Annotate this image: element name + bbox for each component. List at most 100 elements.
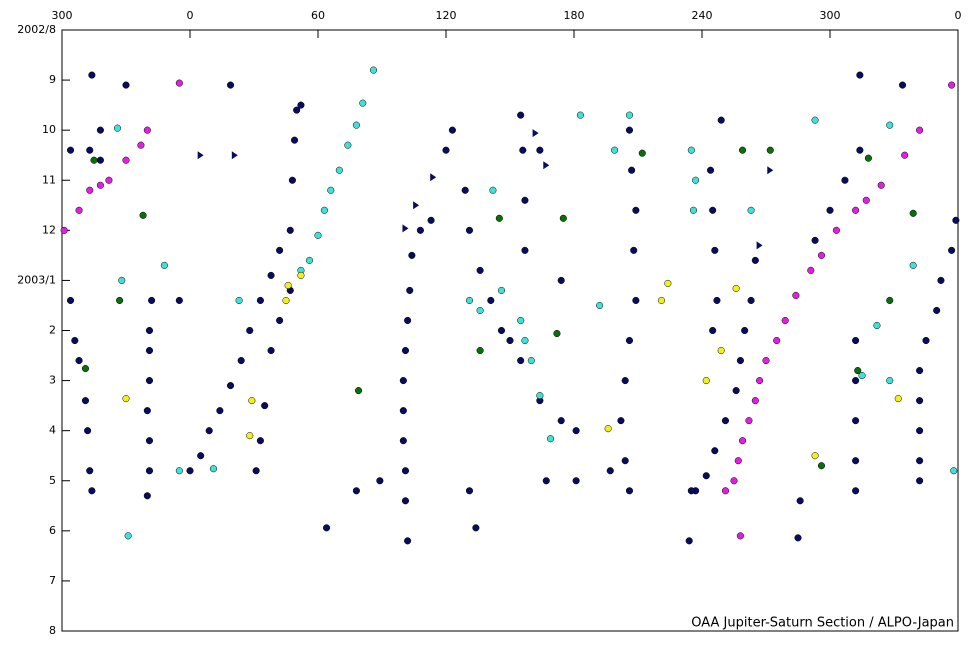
point — [657, 296, 666, 305]
point — [811, 236, 819, 244]
point — [137, 141, 145, 149]
point — [506, 336, 514, 345]
point — [284, 281, 292, 289]
point — [916, 477, 924, 485]
point — [335, 166, 343, 174]
point — [314, 231, 322, 239]
point — [376, 477, 384, 485]
point — [625, 487, 634, 495]
point — [148, 296, 156, 305]
point — [527, 357, 535, 365]
point — [495, 214, 503, 222]
y-tick-label: 2002/8 — [17, 23, 56, 36]
point — [751, 397, 759, 405]
point — [276, 316, 284, 325]
point — [738, 146, 747, 154]
point — [401, 346, 410, 355]
point — [792, 291, 800, 299]
point — [886, 121, 894, 129]
point — [747, 206, 755, 214]
point — [404, 316, 412, 325]
point — [160, 261, 168, 269]
point — [898, 81, 907, 89]
point — [862, 196, 870, 204]
point — [937, 276, 945, 284]
point — [852, 457, 860, 465]
point — [489, 186, 497, 194]
point — [60, 226, 68, 234]
point — [854, 367, 862, 375]
point — [90, 156, 98, 164]
point — [327, 186, 335, 194]
point — [406, 286, 414, 294]
point — [88, 71, 96, 79]
point — [811, 452, 819, 460]
point — [105, 176, 113, 184]
point — [267, 346, 275, 355]
point — [322, 524, 331, 532]
point — [261, 402, 269, 410]
point — [521, 246, 529, 254]
point — [320, 206, 328, 214]
point — [139, 211, 147, 219]
point — [369, 66, 378, 74]
point — [354, 387, 363, 395]
x-tick-label: 300 — [820, 9, 841, 22]
y-tick-label: 11 — [42, 173, 56, 186]
point — [113, 124, 122, 132]
point — [604, 425, 612, 433]
point — [404, 537, 412, 545]
point — [118, 276, 126, 284]
point — [476, 306, 484, 315]
point — [553, 329, 561, 338]
point — [794, 534, 802, 542]
point — [856, 146, 864, 154]
point — [638, 149, 646, 157]
point — [781, 316, 789, 325]
point — [521, 196, 529, 204]
point — [625, 336, 634, 345]
point — [116, 296, 124, 305]
point — [416, 226, 424, 234]
point — [226, 81, 235, 89]
y-tick-label: 8 — [49, 624, 56, 637]
y-tick-label: 7 — [49, 574, 56, 587]
point — [497, 286, 506, 294]
point — [909, 261, 917, 269]
point — [922, 336, 930, 345]
point — [709, 326, 717, 335]
y-tick-label: 9 — [49, 73, 56, 86]
point — [71, 336, 79, 345]
point — [632, 206, 640, 214]
point — [576, 111, 584, 119]
point — [344, 141, 352, 149]
point — [747, 296, 755, 305]
point — [536, 392, 544, 400]
point — [88, 487, 96, 495]
point — [286, 226, 294, 234]
point — [282, 296, 290, 305]
point — [517, 357, 525, 365]
point — [543, 161, 550, 170]
point — [685, 537, 693, 545]
y-tick-label: 6 — [49, 524, 56, 537]
point — [664, 279, 672, 287]
point — [687, 487, 695, 495]
point — [96, 181, 104, 189]
point — [745, 417, 753, 425]
point — [852, 487, 860, 495]
point — [596, 301, 604, 310]
point — [873, 321, 881, 330]
point — [621, 457, 629, 465]
point — [717, 346, 725, 355]
point — [175, 467, 183, 475]
point — [145, 377, 154, 385]
point — [687, 146, 695, 154]
point — [536, 146, 544, 154]
point — [572, 427, 580, 435]
point — [856, 71, 864, 79]
point — [465, 487, 474, 495]
point — [952, 216, 960, 224]
point — [305, 256, 314, 264]
y-tick-label: 4 — [49, 424, 56, 437]
